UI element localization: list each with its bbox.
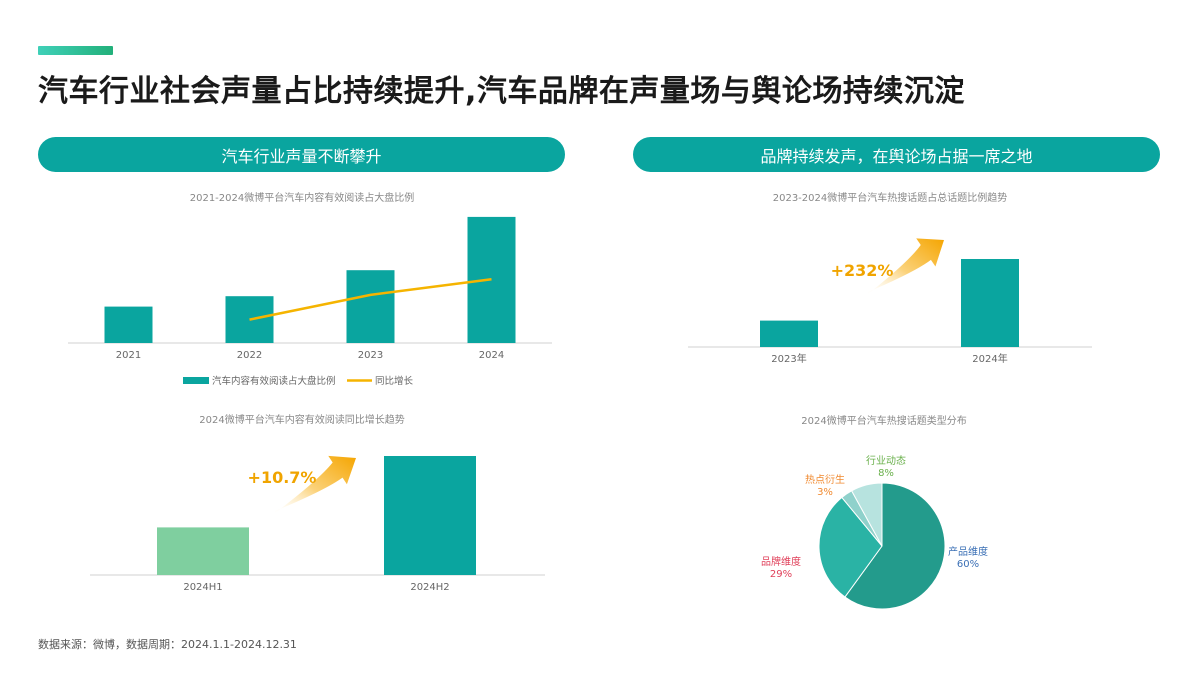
- chart4-label-行业动态: 行业动态: [866, 454, 906, 467]
- chart1-tick-2024: 2024: [479, 350, 504, 361]
- chart1-line-yoy: [249, 278, 492, 321]
- chart2-tick-2024H2: 2024H2: [410, 582, 449, 593]
- chart3-bar-2023年: [760, 320, 818, 347]
- chart3-tick-2023年: 2023年: [771, 352, 806, 365]
- chart2-growth-arrow: [275, 455, 356, 513]
- chart4-value-产品维度: 60%: [957, 559, 979, 570]
- chart4-value-品牌维度: 29%: [770, 569, 792, 580]
- title-accent-bar: [38, 46, 113, 55]
- chart3-tick-2024年: 2024年: [972, 352, 1007, 365]
- chart4-value-行业动态: 8%: [878, 468, 894, 479]
- chart4-label-品牌维度: 品牌维度: [761, 555, 801, 568]
- chart2-bar-2024H2: [384, 456, 476, 575]
- chart2-tick-2024H1: 2024H1: [183, 582, 222, 593]
- chart4-slice-产品维度: [844, 482, 946, 610]
- chart3-bar-2024年: [961, 259, 1019, 347]
- chart1-legend-line-label: 同比增长: [375, 375, 414, 387]
- chart2-growth-label: +10.7%: [248, 468, 317, 487]
- chart3-growth-label: +232%: [831, 261, 894, 280]
- chart1-legend-bar-swatch: [183, 377, 209, 384]
- chart2-bar-2024H1: [157, 527, 249, 575]
- chart3-growth-arrow: [868, 238, 944, 294]
- data-source-note: 数据来源：微博，数据周期：2024.1.1-2024.12.31: [38, 638, 297, 651]
- chart4-title: 2024微博平台汽车热搜话题类型分布: [801, 414, 966, 427]
- chart1-tick-2023: 2023: [358, 350, 383, 361]
- chart1-legend-bar-label: 汽车内容有效阅读占大盘比例: [212, 375, 336, 387]
- chart1-tick-2021: 2021: [116, 350, 141, 361]
- chart1-bar-2023: [346, 270, 395, 343]
- chart3-title: 2023-2024微博平台汽车热搜话题占总话题比例趋势: [773, 191, 1008, 204]
- chart4-value-热点衍生: 3%: [817, 487, 833, 498]
- page-title: 汽车行业社会声量占比持续提升,汽车品牌在声量场与舆论场持续沉淀: [38, 74, 965, 109]
- chart1-bar-2021: [104, 306, 153, 343]
- section-header-left: 汽车行业声量不断攀升: [38, 137, 565, 172]
- chart4-label-热点衍生: 热点衍生: [805, 473, 845, 486]
- chart1-title: 2021-2024微博平台汽车内容有效阅读占大盘比例: [190, 191, 415, 204]
- chart4-label-产品维度: 产品维度: [948, 545, 988, 558]
- section-header-right: 品牌持续发声，在舆论场占据一席之地: [633, 137, 1160, 172]
- chart1-tick-2022: 2022: [237, 350, 262, 361]
- chart4-slice-品牌维度: [818, 496, 883, 598]
- chart4-slice-行业动态: [850, 482, 883, 547]
- chart2-title: 2024微博平台汽车内容有效阅读同比增长趋势: [199, 413, 404, 426]
